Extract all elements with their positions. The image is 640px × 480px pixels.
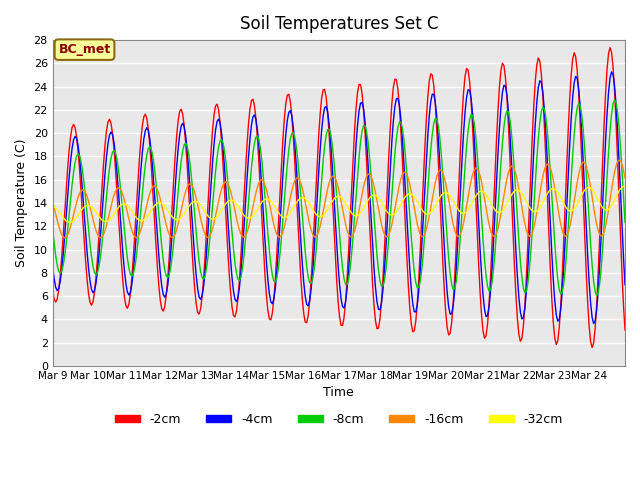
Legend: -2cm, -4cm, -8cm, -16cm, -32cm: -2cm, -4cm, -8cm, -16cm, -32cm — [109, 408, 568, 432]
Text: BC_met: BC_met — [58, 43, 111, 56]
Title: Soil Temperatures Set C: Soil Temperatures Set C — [239, 15, 438, 33]
X-axis label: Time: Time — [323, 386, 354, 399]
Y-axis label: Soil Temperature (C): Soil Temperature (C) — [15, 139, 28, 267]
